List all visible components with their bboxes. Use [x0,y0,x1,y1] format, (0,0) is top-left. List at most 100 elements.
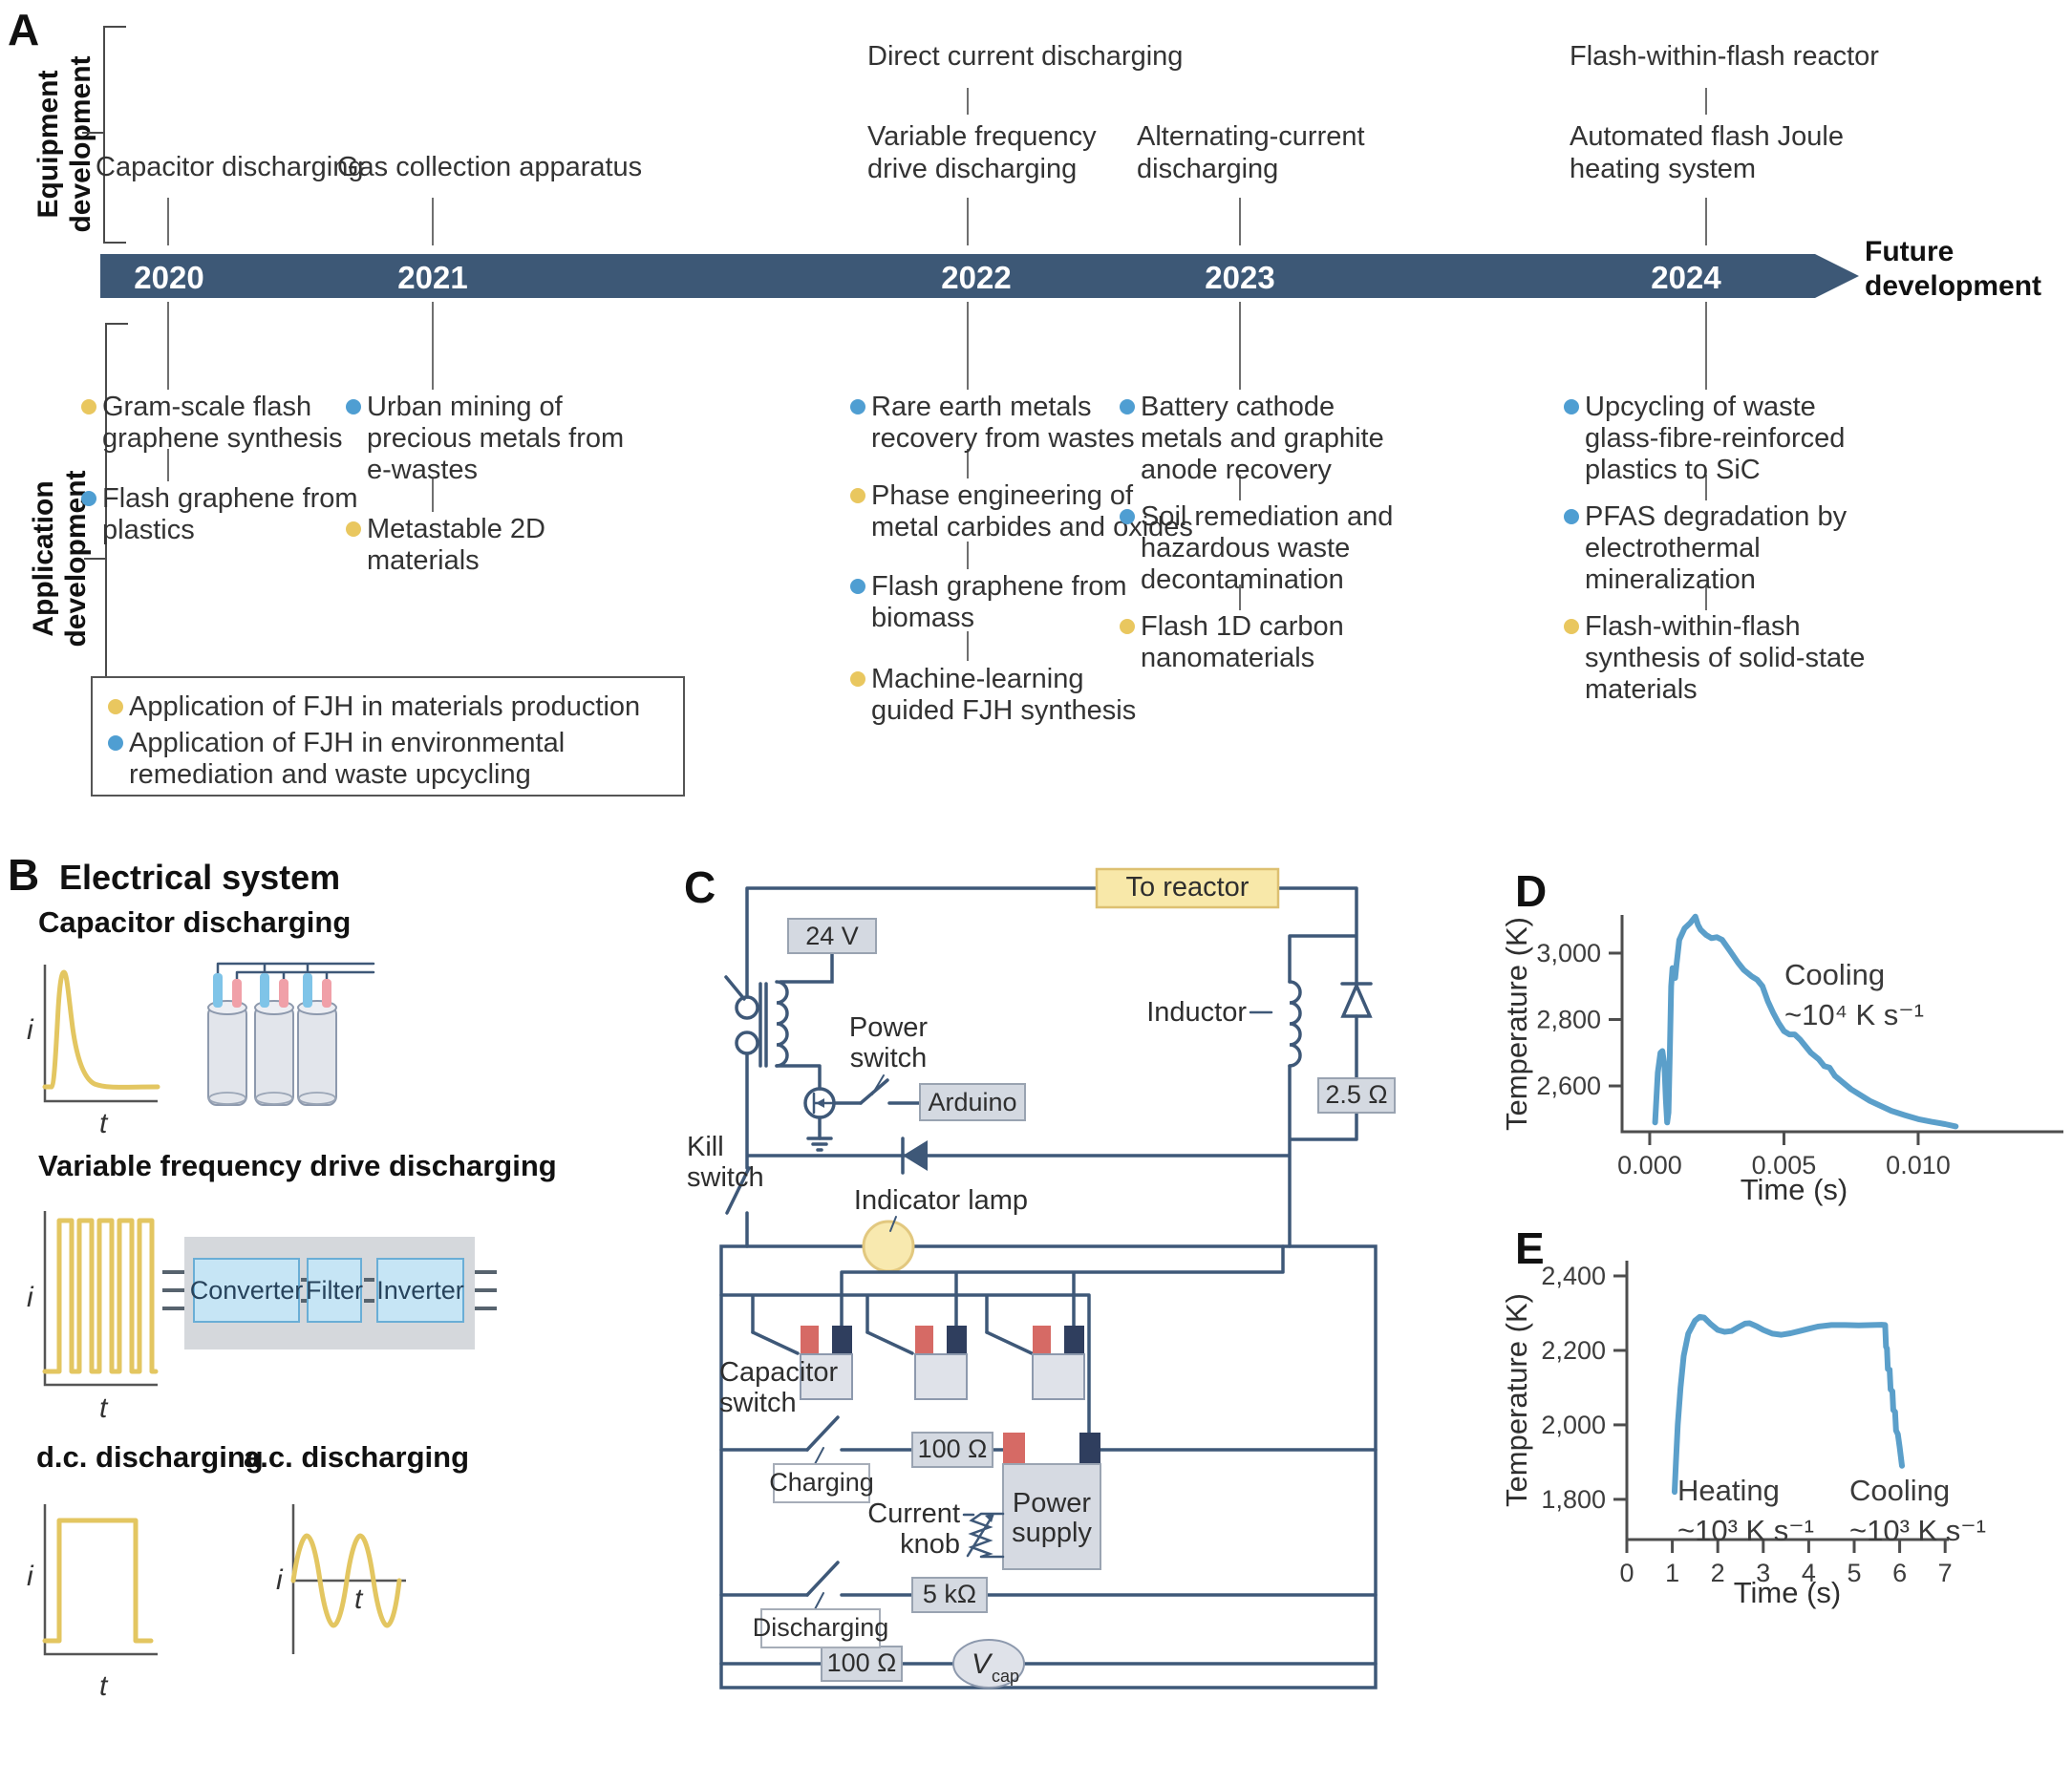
y-tick-label: 2,000 [1541,1411,1606,1439]
future-line: Future [1865,236,1955,267]
event-line: Gram-scale flash [102,392,312,422]
legend-item: Application of FJH in environmental reme… [108,728,565,791]
capacitor-wires [216,962,375,983]
event-line: Alternating-current [1137,121,1365,152]
vfd-diagram: Converter Filter Inverter [162,1237,497,1349]
event-line: decontamination [1141,564,1344,595]
power-supply-label: supply [1012,1518,1092,1548]
lamp-pointer [889,1216,897,1232]
capacitor-switch-blade [751,1330,1034,1355]
temperature-curve [1652,913,1959,1130]
event-line: Machine-learning [871,664,1084,694]
event-line: plastics to SiC [1585,455,1761,485]
charging-callout [773,1463,870,1503]
connector-line [167,198,169,245]
equipment-event: Automated flash Joule heating system [1570,120,1844,185]
application-event: Urban mining of precious metals from e-w… [346,392,624,486]
event-line: discharging [1137,154,1279,184]
ground-icon [806,1137,833,1152]
current-axis-label: i [27,1014,34,1046]
diode-icon [903,1140,928,1171]
connector-line [967,198,969,245]
event-text: Gram-scale flash graphene synthesis [102,392,343,455]
power-switch-pointer [871,1074,885,1095]
panel-d-letter: D [1515,866,1548,916]
knob-arrowhead [985,1513,994,1522]
legend-text: Application of FJH in materials producti… [129,691,640,723]
temperature-curve [1672,1313,1905,1496]
blue-terminal [260,973,269,1008]
year-label-2021: 2021 [397,260,468,295]
panel-b-title: Electrical system [59,858,341,897]
event-line: Metastable 2D [367,514,545,544]
y-tick-label: 2,200 [1541,1336,1606,1365]
event-text: Battery cathode metals and graphite anod… [1141,392,1384,486]
x-tick-label: 0.005 [1752,1151,1817,1179]
red-terminal [915,1326,933,1354]
converter-label: Converter [190,1276,304,1305]
annotation-line: ~10⁴ K s⁻¹ [1784,998,1924,1031]
charging-label: Charging [769,1468,874,1497]
vcap-label: V [972,1648,993,1680]
application-event: Flash graphene from biomass [850,571,1127,634]
year-label-2022: 2022 [941,260,1012,295]
inverter-box [376,1258,464,1323]
legend-text: Application of FJH in environmental reme… [129,728,565,791]
legend-line: remediation and waste upcycling [129,759,531,790]
event-line: heating system [1570,154,1757,184]
vcap-subscript: cap [992,1667,1019,1686]
event-text: Flash graphene from biomass [871,571,1127,634]
current-spike-curve [42,969,160,1090]
arduino-box [919,1083,1026,1121]
x-axis-label: Time (s) [1741,1173,1848,1206]
event-text: Metastable 2D materials [367,514,545,577]
capacitor-cylinder [297,1005,337,1106]
event-line: Gas collection apparatus [337,152,643,182]
resistor-2-5-box [1317,1077,1396,1114]
inductor-label: Inductor [1146,997,1247,1028]
time-axis-label: t [99,1670,109,1702]
connector-line [1705,475,1707,500]
event-text: Flash-within-flash synthesis of solid-st… [1585,611,1865,706]
to-reactor-box [1095,867,1280,909]
mosfet [803,1087,836,1119]
circuit-diagram: To reactor 24 V Power switch Arduino Ind… [687,867,1396,1689]
psu-red-terminal [1003,1433,1025,1464]
event-line: PFAS degradation by [1585,501,1848,532]
event-text: Flash 1D carbon nanomaterials [1141,611,1344,674]
time-axis-label: t [99,1392,109,1424]
event-line: drive discharging [867,154,1078,184]
event-line: materials [367,545,480,576]
event-text: Soil remediation and hazardous waste dec… [1141,501,1393,596]
legend-line: Application of FJH in materials producti… [129,691,641,722]
event-line: precious metals from [367,423,625,454]
psu-navy-terminal [1079,1433,1100,1464]
power-switch-label: Power [849,1012,929,1043]
environment-dot-icon [81,491,96,506]
knob-arrow [966,1514,994,1558]
connector-line [432,302,434,390]
application-axis-label: Application development [28,444,93,673]
capacitor-body [1032,1353,1085,1400]
equipment-bracket-cap [103,242,126,244]
event-text: Urban mining of precious metals from e-w… [367,392,624,486]
legend-line: Application of FJH in environmental [129,728,566,758]
inductor-coil [1288,980,1302,1068]
navy-terminal [1064,1326,1084,1354]
navy-terminal [832,1326,852,1354]
application-axis-line: Application [28,480,59,637]
event-text: Phase engineering of metal carbides and … [871,480,1193,543]
connector-line [967,302,969,390]
x-axis-label: Time (s) [1734,1576,1842,1609]
v24-label: 24 V [805,922,859,950]
connector-line [1705,88,1707,115]
connector-line [967,449,969,478]
time-axis-label: t [99,1108,109,1139]
application-event: Metastable 2D materials [346,514,545,577]
capacitor-body [914,1353,968,1400]
x-tick-label: 2 [1711,1559,1725,1587]
y-tick-label: 1,800 [1541,1485,1606,1514]
event-line: Phase engineering of [871,480,1134,511]
resistor-100-box [911,1432,993,1468]
event-line: electrothermal [1585,533,1761,563]
